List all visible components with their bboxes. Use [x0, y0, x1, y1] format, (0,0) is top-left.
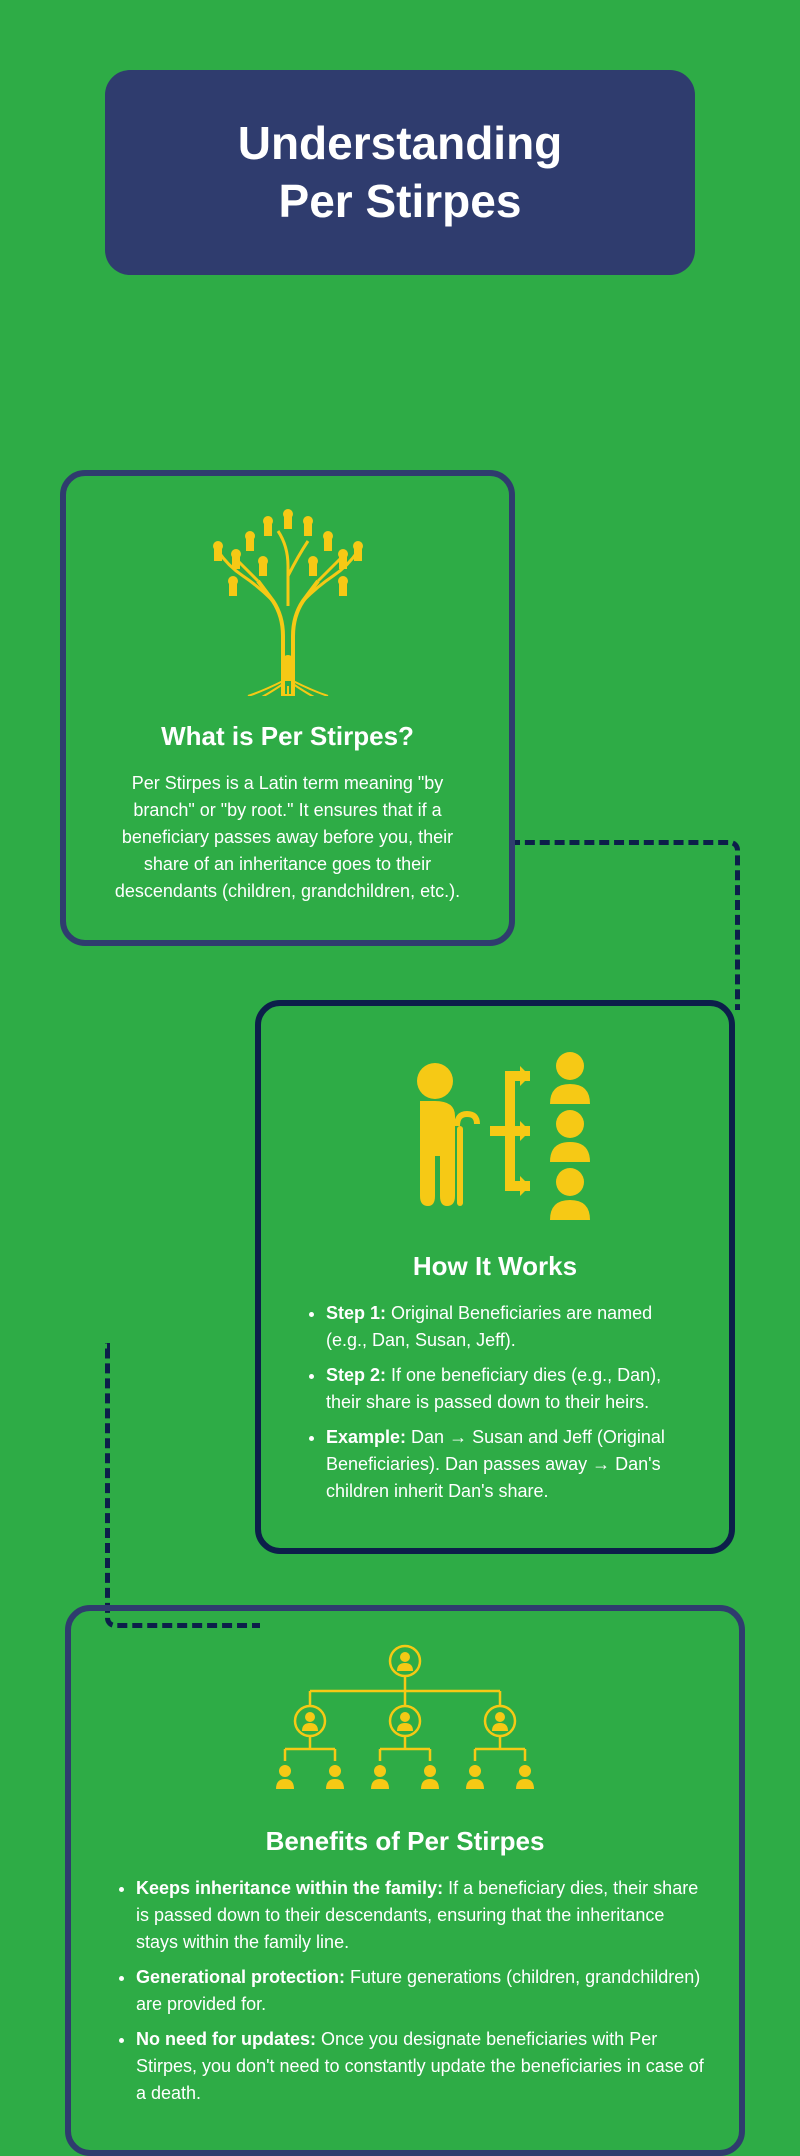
- list-item-bold: No need for updates:: [136, 2029, 316, 2049]
- connector-1: [510, 840, 740, 1010]
- list-item: Generational protection: Future generati…: [136, 1964, 704, 2018]
- list-item: Keeps inheritance within the family: If …: [136, 1875, 704, 1956]
- section2-list: Step 1: Original Beneficiaries are named…: [296, 1300, 694, 1505]
- section2-title: How It Works: [296, 1251, 694, 1282]
- section-how-it-works: How It Works Step 1: Original Beneficiar…: [255, 1000, 735, 1554]
- section-benefits: Benefits of Per Stirpes Keeps inheritanc…: [65, 1605, 745, 2156]
- section1-body: Per Stirpes is a Latin term meaning "by …: [101, 770, 474, 905]
- connector-2: [105, 1343, 260, 1628]
- section-what-is: What is Per Stirpes? Per Stirpes is a La…: [60, 470, 515, 946]
- list-item: Step 2: If one beneficiary dies (e.g., D…: [326, 1362, 694, 1416]
- title-line-1: Understanding: [238, 117, 563, 169]
- title-line-2: Per Stirpes: [279, 175, 522, 227]
- list-item-bold: Keeps inheritance within the family:: [136, 1878, 443, 1898]
- section3-list: Keeps inheritance within the family: If …: [106, 1875, 704, 2107]
- section3-title: Benefits of Per Stirpes: [106, 1826, 704, 1857]
- inheritance-flow-icon: [296, 1036, 694, 1231]
- list-item-bold: Step 1:: [326, 1303, 386, 1323]
- title-box: Understanding Per Stirpes: [105, 70, 695, 275]
- list-item-bold: Generational protection:: [136, 1967, 345, 1987]
- list-item-bold: Example:: [326, 1427, 406, 1447]
- family-tree-icon: [101, 506, 474, 701]
- list-item: No need for updates: Once you designate …: [136, 2026, 704, 2107]
- list-item: Example: Dan → Susan and Jeff (Original …: [326, 1424, 694, 1505]
- org-chart-icon: [106, 1641, 704, 1806]
- section1-title: What is Per Stirpes?: [101, 721, 474, 752]
- page-title: Understanding Per Stirpes: [135, 115, 665, 230]
- list-item-bold: Step 2:: [326, 1365, 386, 1385]
- list-item: Step 1: Original Beneficiaries are named…: [326, 1300, 694, 1354]
